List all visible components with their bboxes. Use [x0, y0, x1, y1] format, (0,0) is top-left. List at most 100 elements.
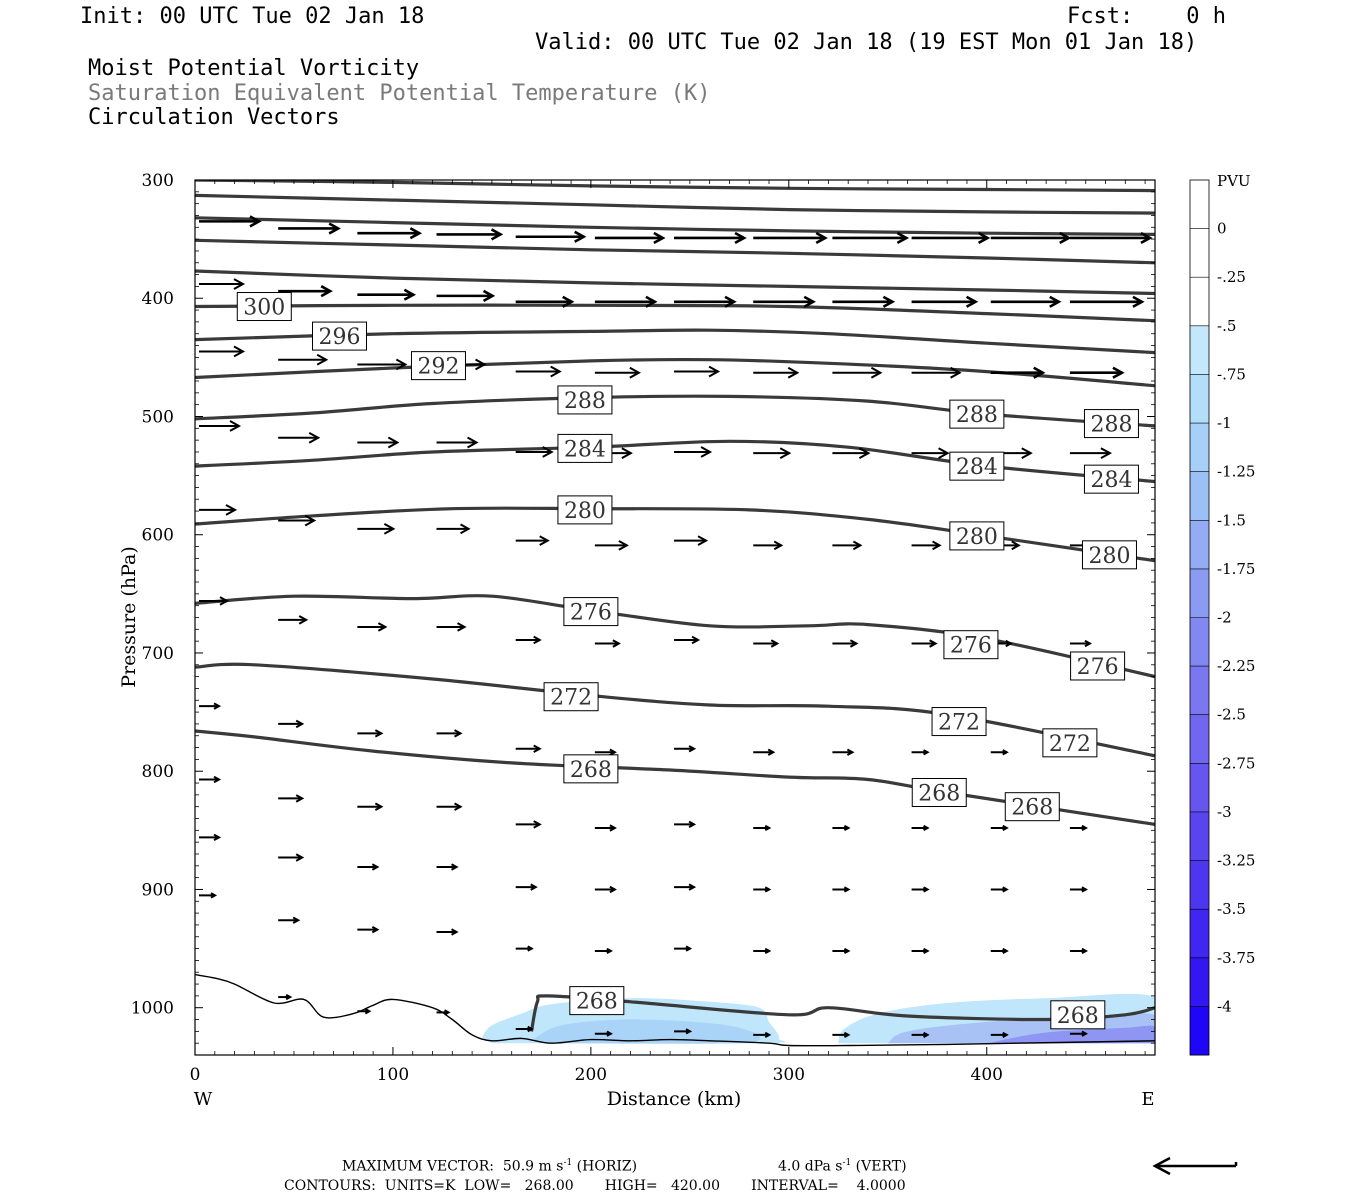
y-tick-label: 900 [142, 880, 174, 900]
max-vector-horiz-tag: (HORIZ) [572, 1158, 638, 1175]
colorbar-label: -1.75 [1217, 560, 1255, 578]
circulation-vector [1069, 1030, 1089, 1037]
contour-label-text: 284 [1090, 468, 1132, 493]
circulation-vector [436, 928, 459, 936]
circulation-vector [990, 824, 1009, 832]
contour-label-text: 292 [417, 355, 459, 380]
max-vector-vert-tag: (VERT) [851, 1158, 907, 1175]
circulation-vector [594, 366, 641, 379]
terrain-line [195, 973, 1155, 1047]
max-vector-label: MAXIMUM VECTOR: [342, 1158, 494, 1175]
contour-label-text: 268 [1057, 1004, 1099, 1029]
colorbar-label: -4 [1217, 997, 1232, 1015]
contour-label: 284 [1083, 464, 1139, 494]
circulation-vector [436, 1009, 451, 1016]
colorbar-swatch [1190, 277, 1209, 327]
contour-label-text: 280 [1088, 544, 1130, 569]
contour-label: 268 [569, 986, 625, 1016]
circulation-vector [515, 635, 542, 645]
circulation-vector [990, 295, 1062, 308]
colorbar-swatch [1190, 180, 1209, 230]
circulation-vector [753, 231, 828, 245]
theta-es-contour [195, 238, 1155, 265]
circulation-vector [278, 353, 329, 366]
circulation-vector [594, 295, 658, 308]
circulation-vector [753, 947, 772, 955]
contour-label: 288 [949, 399, 1005, 429]
circulation-vector [199, 892, 218, 899]
circulation-vector [436, 802, 463, 811]
circulation-vector [674, 295, 737, 308]
contour-label: 280 [1081, 540, 1137, 570]
y-axis-label: Pressure (hPa) [118, 546, 140, 688]
circulation-vector [990, 231, 1072, 245]
colorbar-swatch [1190, 471, 1209, 521]
circulation-vector [199, 215, 262, 228]
contour-label-text: 268 [1011, 796, 1053, 821]
circulation-vector [911, 366, 962, 379]
circulation-vector [278, 285, 333, 298]
colorbar-label: -1.5 [1217, 511, 1246, 529]
circulation-vector [436, 863, 459, 871]
contour-label: 292 [410, 351, 466, 381]
contour-label: 268 [563, 754, 619, 784]
contour-label: 280 [557, 495, 613, 525]
circulation-vector [832, 366, 883, 379]
circulation-vector [674, 745, 697, 753]
circulation-vector [199, 775, 222, 784]
contour-label-text: 288 [564, 389, 606, 414]
contour-label-text: 272 [550, 686, 592, 711]
circulation-vector [436, 436, 479, 449]
circulation-vector [436, 622, 467, 632]
y-tick-label: 700 [142, 644, 174, 664]
circulation-vector [594, 885, 617, 894]
colorbar-label: -1 [1217, 414, 1232, 432]
circulation-vector [832, 447, 871, 459]
circulation-vector [832, 231, 910, 245]
theta-es-contour [195, 506, 1155, 563]
theta-es-contour [195, 328, 1155, 355]
circulation-vector [278, 615, 309, 625]
theta-es-contour [195, 394, 1155, 428]
field-title-vectors: Circulation Vectors [88, 105, 340, 130]
colorbar-label: -1.25 [1217, 463, 1255, 481]
y-tick-label: 300 [142, 171, 174, 191]
colorbar-swatch [1190, 568, 1209, 618]
circulation-vector [674, 446, 713, 458]
circulation-vector [753, 886, 772, 893]
y-tick-label: 400 [142, 289, 174, 309]
x-axis-label: Distance (km) [607, 1088, 742, 1110]
circulation-vector [357, 522, 396, 535]
colorbar-swatch [1190, 423, 1209, 473]
circulation-vector [911, 540, 942, 551]
circulation-vector [278, 719, 305, 729]
circulation-vector [990, 749, 1009, 756]
circulation-vector [515, 744, 542, 753]
init-time: Init: 00 UTC Tue 02 Jan 18 [80, 4, 425, 29]
circulation-vector [1069, 231, 1153, 245]
circulation-vector [515, 295, 575, 308]
contour-label-text: 272 [938, 711, 980, 736]
circulation-vector [674, 1028, 693, 1035]
y-tick-label: 1000 [131, 999, 174, 1019]
field-title-pv: Moist Potential Vorticity [88, 56, 420, 81]
circulation-vector [832, 947, 851, 955]
circulation-vector [911, 947, 930, 955]
circulation-vector [911, 749, 930, 756]
circulation-vector [753, 1031, 772, 1038]
theta-es-contour [195, 594, 1155, 679]
circulation-vector [515, 883, 538, 891]
colorbar-label: -3.5 [1217, 900, 1246, 918]
x-tick-label: 300 [773, 1065, 805, 1085]
max-vector-horiz-exp: -1 [563, 1158, 573, 1168]
colorbar-title: PVU [1217, 172, 1251, 190]
circulation-vector [357, 863, 380, 871]
colorbar-label: -2.25 [1217, 657, 1255, 675]
contour-label: 272 [1042, 728, 1098, 758]
contour-label-text: 280 [564, 499, 606, 524]
x-tick-label: 0 [190, 1065, 201, 1085]
x-tick-label: 100 [377, 1065, 409, 1085]
circulation-vector [357, 729, 384, 738]
x-tick-label: 400 [971, 1065, 1003, 1085]
